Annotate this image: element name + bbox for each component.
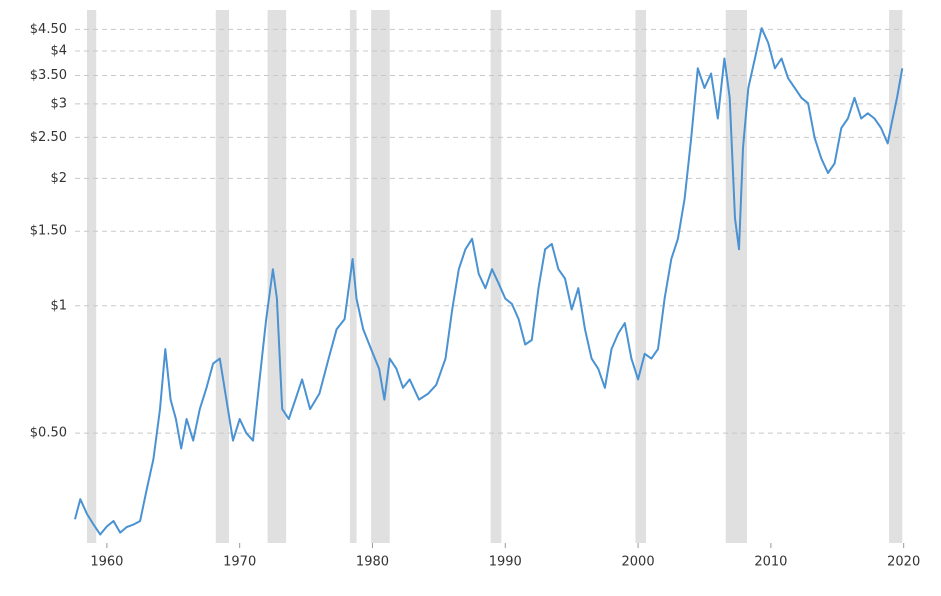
y-tick-label: $4.50 [30,22,67,37]
price-line [74,27,904,536]
recession-band [349,10,357,543]
x-tick-label: 2010 [754,555,787,570]
x-tick-label: 1980 [356,555,389,570]
y-tick-label: $4 [50,44,67,59]
x-tick-label: 2020 [887,555,920,570]
x-tick-label: 1970 [223,555,256,570]
recession-band [371,10,390,543]
x-tick-label: 1960 [90,555,123,570]
y-tick-label: $3 [50,96,67,111]
y-tick-label: $0.50 [30,426,67,441]
recession-band [889,10,903,543]
y-tick-label: $3.50 [30,68,67,83]
y-tick-label: $1.50 [30,224,67,239]
y-tick-label: $2.50 [30,130,67,145]
recession-band [635,10,647,543]
recession-band [86,10,97,543]
x-tick-label: 1990 [489,555,522,570]
y-tick-label: $1 [50,298,67,313]
recession-band [215,10,230,543]
y-tick-label: $2 [50,171,67,186]
recession-band [267,10,287,543]
x-tick-label: 2000 [622,555,655,570]
